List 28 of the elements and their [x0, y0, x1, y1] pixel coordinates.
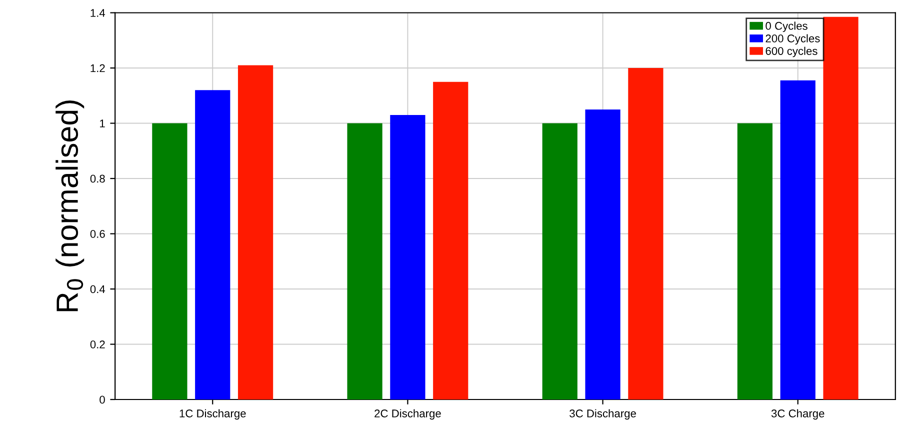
legend-label: 200 Cycles — [766, 34, 820, 45]
y-tick-label: 0.6 — [90, 230, 105, 238]
bar — [542, 123, 578, 400]
x-tick-label: 3C Discharge — [570, 409, 636, 420]
x-tick-label: 1C Discharge — [180, 409, 246, 420]
legend-label: 0 Cycles — [766, 22, 808, 32]
bar — [737, 123, 772, 400]
y-axis-title: R$_{0}$ (normalised) — [56, 100, 84, 312]
y-tick-label: 1 — [100, 120, 105, 128]
bar — [390, 114, 426, 400]
bar — [780, 80, 816, 400]
y-tick-label: 0.8 — [90, 174, 105, 183]
legend-label: 600 cycles — [766, 46, 818, 58]
y-tick-label: 1.2 — [90, 64, 105, 72]
bar — [347, 123, 382, 400]
y-tick-label: 1.4 — [90, 9, 106, 17]
x-tick-label: 3C Charge — [771, 409, 824, 420]
y-tick-label: 0 — [100, 396, 105, 404]
x-tick-label: 2C Discharge — [374, 409, 441, 420]
bar — [585, 109, 620, 400]
y-tick-label: 0.2 — [90, 340, 105, 348]
bar — [433, 82, 468, 400]
bar — [238, 65, 274, 400]
bar — [152, 123, 188, 400]
bar — [195, 90, 230, 400]
bar — [628, 68, 664, 400]
y-tick-label: 0.4 — [90, 285, 106, 294]
bar — [823, 16, 858, 400]
